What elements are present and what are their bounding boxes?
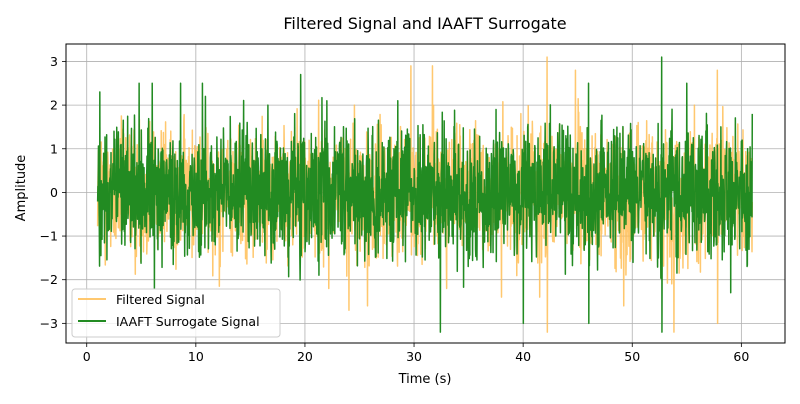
y-tick-label: 2 bbox=[50, 98, 58, 113]
y-tick-label: −1 bbox=[40, 229, 58, 244]
x-tick-label: 0 bbox=[83, 349, 91, 364]
x-tick-label: 50 bbox=[624, 349, 640, 364]
y-tick-label: −3 bbox=[40, 316, 58, 331]
y-tick-label: 0 bbox=[50, 185, 58, 200]
chart-title: Filtered Signal and IAAFT Surrogate bbox=[283, 14, 566, 33]
legend-box bbox=[71, 288, 281, 338]
tick-layer: 0 10 20 30 40 50 60 −3 −2 −1 0 1 2 3 bbox=[40, 54, 750, 364]
x-tick-label: 60 bbox=[733, 349, 749, 364]
y-tick-label: 1 bbox=[50, 141, 58, 156]
x-tick-label: 40 bbox=[515, 349, 531, 364]
legend: Filtered Signal IAAFT Surrogate Signal bbox=[71, 288, 281, 338]
y-tick-label: 3 bbox=[50, 54, 58, 69]
legend-label-surrogate: IAAFT Surrogate Signal bbox=[116, 314, 260, 329]
x-tick-label: 10 bbox=[188, 349, 204, 364]
y-axis-label: Amplitude bbox=[14, 155, 29, 222]
legend-label-filtered: Filtered Signal bbox=[116, 292, 205, 307]
y-tick-label: −2 bbox=[40, 272, 58, 287]
plot-frame bbox=[65, 43, 786, 344]
x-axis-label: Time (s) bbox=[398, 372, 452, 387]
series-layer bbox=[96, 56, 754, 333]
x-tick-label: 20 bbox=[297, 349, 313, 364]
x-tick-label: 30 bbox=[406, 349, 422, 364]
series-line-surrogate bbox=[96, 56, 754, 333]
